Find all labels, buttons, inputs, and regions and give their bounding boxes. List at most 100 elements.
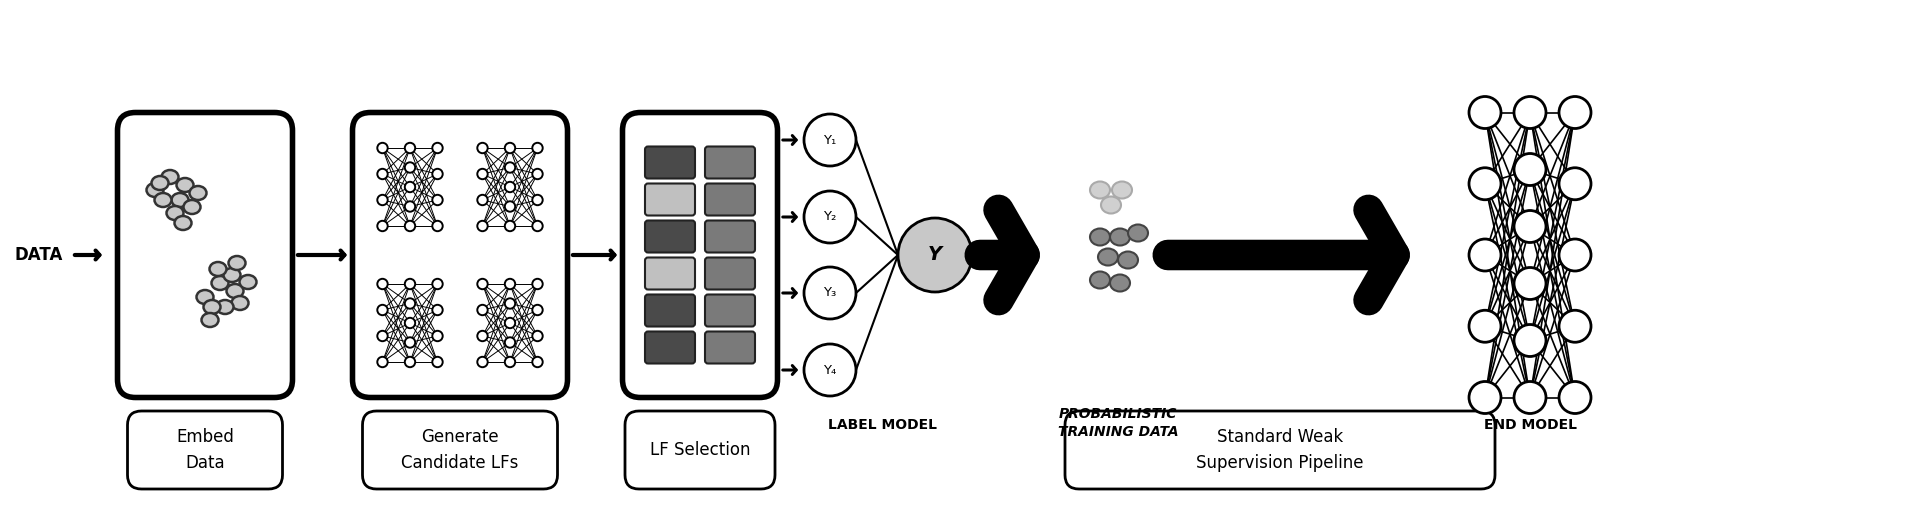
Circle shape (432, 305, 444, 315)
Circle shape (1559, 382, 1592, 414)
FancyBboxPatch shape (626, 411, 776, 489)
FancyBboxPatch shape (363, 411, 557, 489)
Ellipse shape (209, 262, 227, 276)
Text: Generate
Candidate LFs: Generate Candidate LFs (401, 428, 518, 471)
Circle shape (478, 279, 488, 289)
Circle shape (478, 221, 488, 231)
Ellipse shape (146, 183, 163, 197)
Ellipse shape (171, 193, 188, 207)
FancyBboxPatch shape (645, 184, 695, 215)
Ellipse shape (152, 176, 169, 190)
Circle shape (378, 279, 388, 289)
Circle shape (1515, 268, 1546, 299)
Circle shape (405, 221, 415, 231)
Circle shape (1515, 382, 1546, 414)
Ellipse shape (1091, 228, 1110, 246)
Circle shape (1469, 168, 1501, 200)
Circle shape (378, 143, 388, 153)
Circle shape (505, 162, 515, 173)
Circle shape (1469, 97, 1501, 129)
Circle shape (378, 305, 388, 315)
Circle shape (378, 221, 388, 231)
Circle shape (432, 169, 444, 179)
Circle shape (432, 279, 444, 289)
Ellipse shape (184, 200, 200, 214)
Ellipse shape (223, 268, 240, 282)
Circle shape (478, 195, 488, 205)
Circle shape (1559, 310, 1592, 342)
Text: Y₂: Y₂ (824, 211, 837, 224)
Ellipse shape (177, 178, 194, 192)
Circle shape (478, 143, 488, 153)
Circle shape (1469, 310, 1501, 342)
Circle shape (478, 305, 488, 315)
Circle shape (1515, 211, 1546, 243)
Text: Y₁: Y₁ (824, 133, 837, 146)
Ellipse shape (240, 275, 257, 289)
Ellipse shape (1098, 248, 1117, 266)
Text: Y₃: Y₃ (824, 287, 837, 299)
Ellipse shape (167, 206, 184, 220)
Circle shape (505, 143, 515, 153)
Circle shape (532, 331, 543, 341)
Text: PROBABILISTIC
TRAINING DATA: PROBABILISTIC TRAINING DATA (1058, 407, 1179, 439)
FancyBboxPatch shape (645, 257, 695, 289)
Ellipse shape (232, 296, 248, 310)
Circle shape (804, 114, 856, 166)
Circle shape (804, 191, 856, 243)
FancyBboxPatch shape (353, 112, 568, 397)
Circle shape (804, 267, 856, 319)
Ellipse shape (196, 290, 213, 304)
FancyBboxPatch shape (1066, 411, 1496, 489)
Circle shape (378, 331, 388, 341)
Ellipse shape (1091, 182, 1110, 198)
Circle shape (432, 331, 444, 341)
Circle shape (1469, 239, 1501, 271)
FancyBboxPatch shape (127, 411, 282, 489)
Circle shape (505, 201, 515, 212)
Text: Standard Weak
Supervision Pipeline: Standard Weak Supervision Pipeline (1196, 428, 1363, 471)
Text: DATA: DATA (15, 246, 63, 264)
Circle shape (505, 318, 515, 328)
Text: END MODEL: END MODEL (1484, 418, 1576, 432)
Circle shape (432, 195, 444, 205)
Circle shape (478, 331, 488, 341)
Ellipse shape (154, 193, 171, 207)
FancyBboxPatch shape (622, 112, 778, 397)
Circle shape (405, 298, 415, 309)
Circle shape (432, 143, 444, 153)
FancyBboxPatch shape (645, 331, 695, 363)
Ellipse shape (1129, 225, 1148, 242)
FancyBboxPatch shape (645, 146, 695, 179)
Ellipse shape (228, 256, 246, 270)
Circle shape (432, 221, 444, 231)
FancyBboxPatch shape (705, 184, 755, 215)
Circle shape (505, 279, 515, 289)
Circle shape (432, 357, 444, 367)
Circle shape (505, 298, 515, 309)
Ellipse shape (1110, 275, 1131, 291)
Circle shape (1515, 153, 1546, 185)
Circle shape (478, 169, 488, 179)
Circle shape (804, 344, 856, 396)
Ellipse shape (161, 170, 179, 184)
Ellipse shape (1110, 228, 1131, 246)
Circle shape (505, 337, 515, 348)
Circle shape (532, 221, 543, 231)
FancyBboxPatch shape (117, 112, 292, 397)
Circle shape (378, 357, 388, 367)
Circle shape (405, 337, 415, 348)
FancyBboxPatch shape (705, 257, 755, 289)
Circle shape (1515, 324, 1546, 356)
FancyBboxPatch shape (705, 295, 755, 327)
Text: LF Selection: LF Selection (649, 441, 751, 459)
Text: Y: Y (927, 246, 943, 265)
Ellipse shape (202, 313, 219, 327)
Circle shape (532, 195, 543, 205)
Text: Embed
Data: Embed Data (177, 428, 234, 471)
Ellipse shape (1100, 196, 1121, 214)
Circle shape (505, 182, 515, 192)
Circle shape (405, 279, 415, 289)
FancyBboxPatch shape (645, 295, 695, 327)
Circle shape (405, 143, 415, 153)
